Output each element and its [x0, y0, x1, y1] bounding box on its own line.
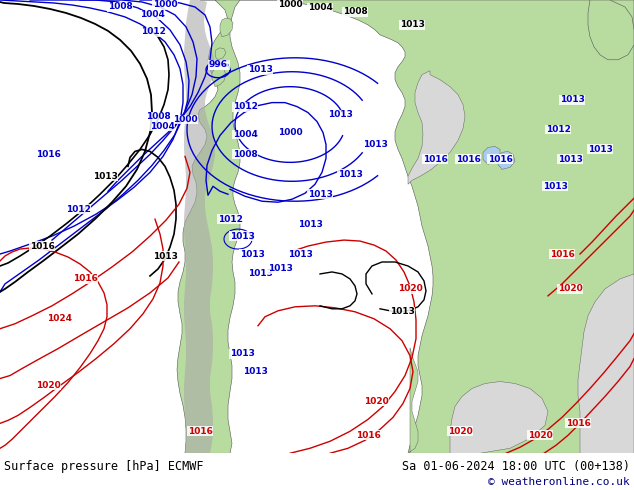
Text: 1013: 1013	[247, 65, 273, 74]
Text: 1013: 1013	[560, 95, 585, 104]
Text: 1008: 1008	[146, 112, 171, 121]
Text: 1012: 1012	[546, 125, 571, 134]
Text: 1016: 1016	[36, 150, 60, 159]
Text: Surface pressure [hPa] ECMWF: Surface pressure [hPa] ECMWF	[4, 460, 204, 473]
Text: 1020: 1020	[364, 397, 389, 406]
Text: 1013: 1013	[399, 21, 424, 29]
Polygon shape	[408, 348, 418, 453]
Text: 1004: 1004	[233, 130, 257, 139]
Text: 1013: 1013	[337, 170, 363, 179]
Polygon shape	[408, 71, 465, 184]
Polygon shape	[240, 0, 634, 453]
Text: 1024: 1024	[48, 314, 72, 323]
Text: 1016: 1016	[456, 155, 481, 164]
Text: © weatheronline.co.uk: © weatheronline.co.uk	[488, 477, 630, 487]
Text: 1013: 1013	[363, 140, 387, 149]
Text: 996: 996	[209, 60, 228, 69]
Text: 1013: 1013	[230, 232, 254, 241]
Text: 1016: 1016	[488, 155, 512, 164]
Text: 1016: 1016	[550, 249, 574, 259]
Text: 1013: 1013	[288, 249, 313, 259]
Text: 1013: 1013	[297, 220, 323, 229]
Text: 1020: 1020	[398, 284, 422, 294]
Text: 1013: 1013	[588, 145, 612, 154]
Text: 1013: 1013	[240, 249, 264, 259]
Polygon shape	[497, 151, 515, 170]
Text: 1012: 1012	[65, 205, 91, 214]
Text: 1008: 1008	[342, 7, 367, 17]
Polygon shape	[588, 0, 634, 60]
Text: 1012: 1012	[141, 27, 165, 36]
Text: 1020: 1020	[448, 427, 472, 436]
Text: 1016: 1016	[188, 427, 212, 436]
Text: 1016: 1016	[72, 274, 98, 283]
Polygon shape	[177, 0, 240, 453]
Polygon shape	[212, 67, 226, 87]
Text: 1016: 1016	[356, 431, 380, 440]
Text: 1016: 1016	[566, 419, 590, 428]
Text: 1016: 1016	[30, 242, 55, 250]
Text: 1020: 1020	[36, 381, 60, 390]
Text: 1013: 1013	[153, 251, 178, 261]
Polygon shape	[450, 382, 548, 453]
Text: 1013: 1013	[230, 349, 254, 358]
Text: 1013: 1013	[307, 190, 332, 199]
Text: 1008: 1008	[233, 150, 257, 159]
Text: 1000: 1000	[153, 0, 178, 9]
Text: 1013: 1013	[243, 367, 268, 376]
Text: 1013: 1013	[247, 270, 273, 278]
Text: 1004: 1004	[139, 10, 164, 20]
Text: 1000: 1000	[278, 0, 302, 9]
Polygon shape	[483, 147, 500, 164]
Text: 1013: 1013	[557, 155, 583, 164]
Text: 1012: 1012	[233, 102, 257, 111]
Text: 1008: 1008	[108, 2, 133, 11]
Text: 1013: 1013	[389, 307, 415, 317]
Text: 1020: 1020	[558, 284, 583, 294]
Text: 1012: 1012	[217, 215, 242, 223]
Text: 1020: 1020	[527, 431, 552, 440]
Text: 1000: 1000	[172, 115, 197, 124]
Polygon shape	[215, 48, 226, 60]
Text: 1004: 1004	[307, 3, 332, 12]
Text: 1000: 1000	[278, 128, 302, 137]
Polygon shape	[184, 0, 215, 453]
Text: 1013: 1013	[328, 110, 353, 119]
Text: 1004: 1004	[150, 122, 174, 131]
Text: 1016: 1016	[423, 155, 448, 164]
Text: Sa 01-06-2024 18:00 UTC (00+138): Sa 01-06-2024 18:00 UTC (00+138)	[402, 460, 630, 473]
Text: 1013: 1013	[93, 172, 117, 181]
Polygon shape	[578, 274, 634, 453]
Text: 1013: 1013	[268, 265, 292, 273]
Text: 996: 996	[210, 60, 230, 69]
Polygon shape	[220, 18, 233, 37]
Text: 1013: 1013	[543, 182, 567, 191]
